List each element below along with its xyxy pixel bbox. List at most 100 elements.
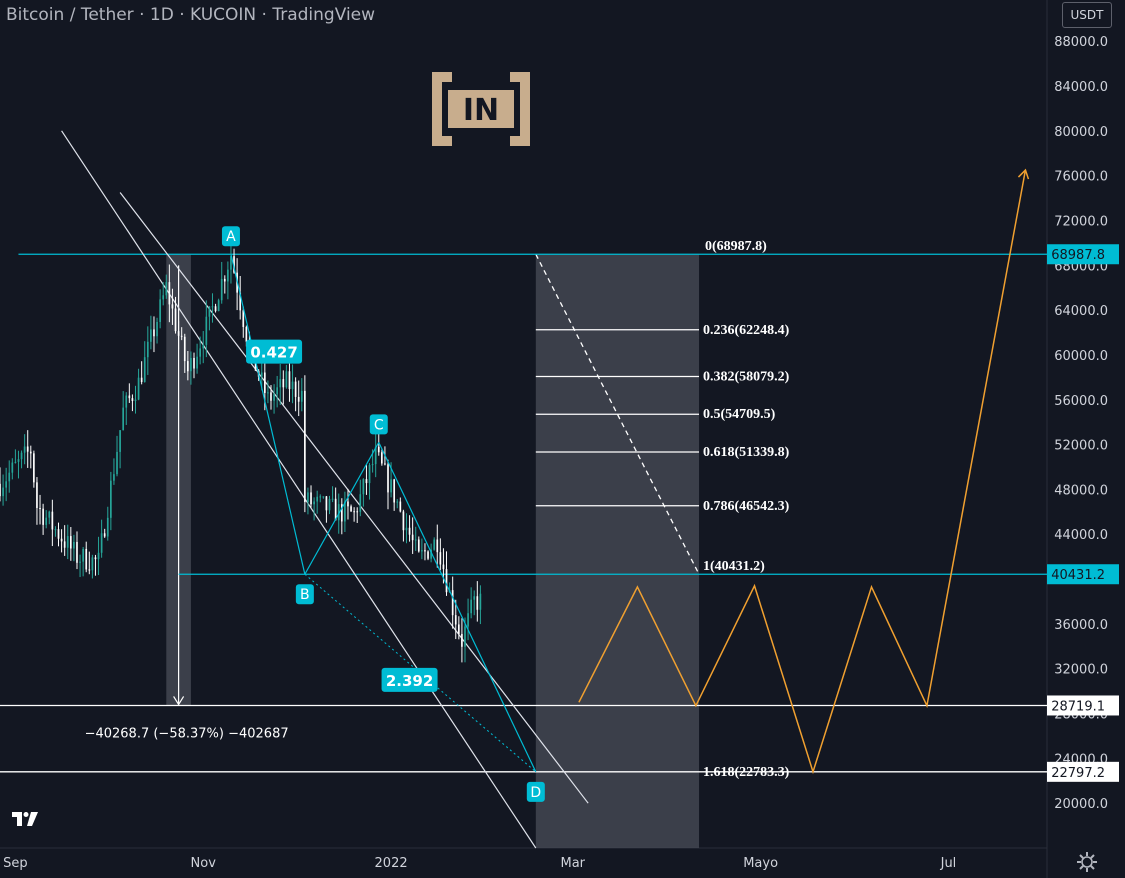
candle-body [399,501,402,512]
candle-body [103,533,106,537]
candle-body [177,331,180,336]
channel-upper-line [119,192,589,804]
price-level-tag [1047,695,1119,716]
candle-body [214,306,217,312]
y-tick-label: 80000.0 [1054,125,1108,140]
candle-body [140,377,143,382]
fib-label: 0(68987.8) [705,239,767,254]
candle-body [156,321,158,337]
candle-body [267,392,269,394]
y-tick-label: 64000.0 [1054,304,1108,319]
candle-body [88,569,91,571]
price-level-label: 22797.2 [1051,766,1105,781]
candle-body [473,596,476,600]
candle-body [0,483,1,497]
ratio-badge [381,667,438,692]
candle-body [365,479,368,484]
currency-button[interactable]: USDT [1062,2,1112,28]
candle-body [344,501,346,522]
candle-body [239,292,242,311]
x-tick-label: 2022 [375,856,408,871]
candle-body [193,357,195,369]
candle-body [45,517,48,525]
candle-body [63,541,66,548]
ratio-label: 2.392 [386,672,433,690]
y-tick-label: 76000.0 [1054,170,1108,185]
candle-body [171,304,174,309]
candle-body [5,481,8,488]
x-tick-label: Mayo [743,856,778,871]
candle-body [162,295,165,300]
candle-body [396,501,399,503]
candle-body [51,511,54,530]
settings-gear-icon[interactable] [1076,851,1098,873]
candle-body [60,538,63,542]
candle-body [183,336,186,362]
candle-body [106,517,109,537]
candle-body [371,464,374,466]
candle-body [190,357,192,372]
candle-body [331,498,334,500]
candle-body [439,552,442,565]
y-tick-label: 48000.0 [1054,483,1108,498]
candle-body [362,479,365,495]
candle-body [227,269,229,282]
y-tick-label: 52000.0 [1054,439,1108,454]
candle-body [8,472,11,482]
candle-body [356,511,359,513]
svg-text:IN: IN [463,93,499,128]
candle-body [316,496,319,502]
candle-body [23,446,26,453]
candle-body [402,511,405,531]
candle-body [42,508,44,525]
y-tick-label: 56000.0 [1054,394,1108,409]
fib-label: 0.236(62248.4) [703,323,790,338]
beincrypto-logo: IN [432,72,530,146]
candle-body [11,462,14,473]
y-tick-label: 44000.0 [1054,528,1108,543]
candle-body [97,552,100,560]
candle-body [457,624,460,634]
candle-body [146,341,149,358]
measure-arrowhead [173,696,185,706]
candle-body [417,539,420,552]
candle-body [337,504,340,521]
candle-body [479,593,482,610]
candle-body [325,496,328,511]
candle-body [445,569,448,593]
fib-label: 0.382(58079.2) [703,369,790,384]
candle-body [94,557,97,560]
x-tick-label: Mar [561,856,586,871]
candle-body [159,299,161,322]
candle-body [223,278,226,282]
candle-body [202,344,205,349]
candle-body [230,256,232,270]
candle-body [82,548,84,562]
candle-body [100,533,103,553]
candle-body [73,541,75,549]
candle-body [291,381,294,390]
price-level-label: 68987.8 [1051,248,1105,263]
candle-body [334,498,337,521]
ratio-badge [246,339,303,364]
candle-body [433,539,436,550]
candle-body [451,590,454,616]
pattern-leg [378,442,537,773]
candle-body [54,529,57,531]
candle-body [294,381,297,397]
candle-body [411,534,414,541]
x-tick-label: Nov [191,856,217,871]
candle-body [57,529,60,539]
candle-body [134,399,137,402]
candle-body [464,626,466,647]
candle-body [381,452,383,464]
y-tick-label: 72000.0 [1054,214,1108,229]
price-level-label: 28719.1 [1051,699,1105,714]
candle-body [424,550,426,552]
candle-body [307,492,309,503]
candle-body [276,387,278,395]
candle-body [153,329,155,337]
candle-body [233,256,235,273]
candle-body [48,511,51,518]
